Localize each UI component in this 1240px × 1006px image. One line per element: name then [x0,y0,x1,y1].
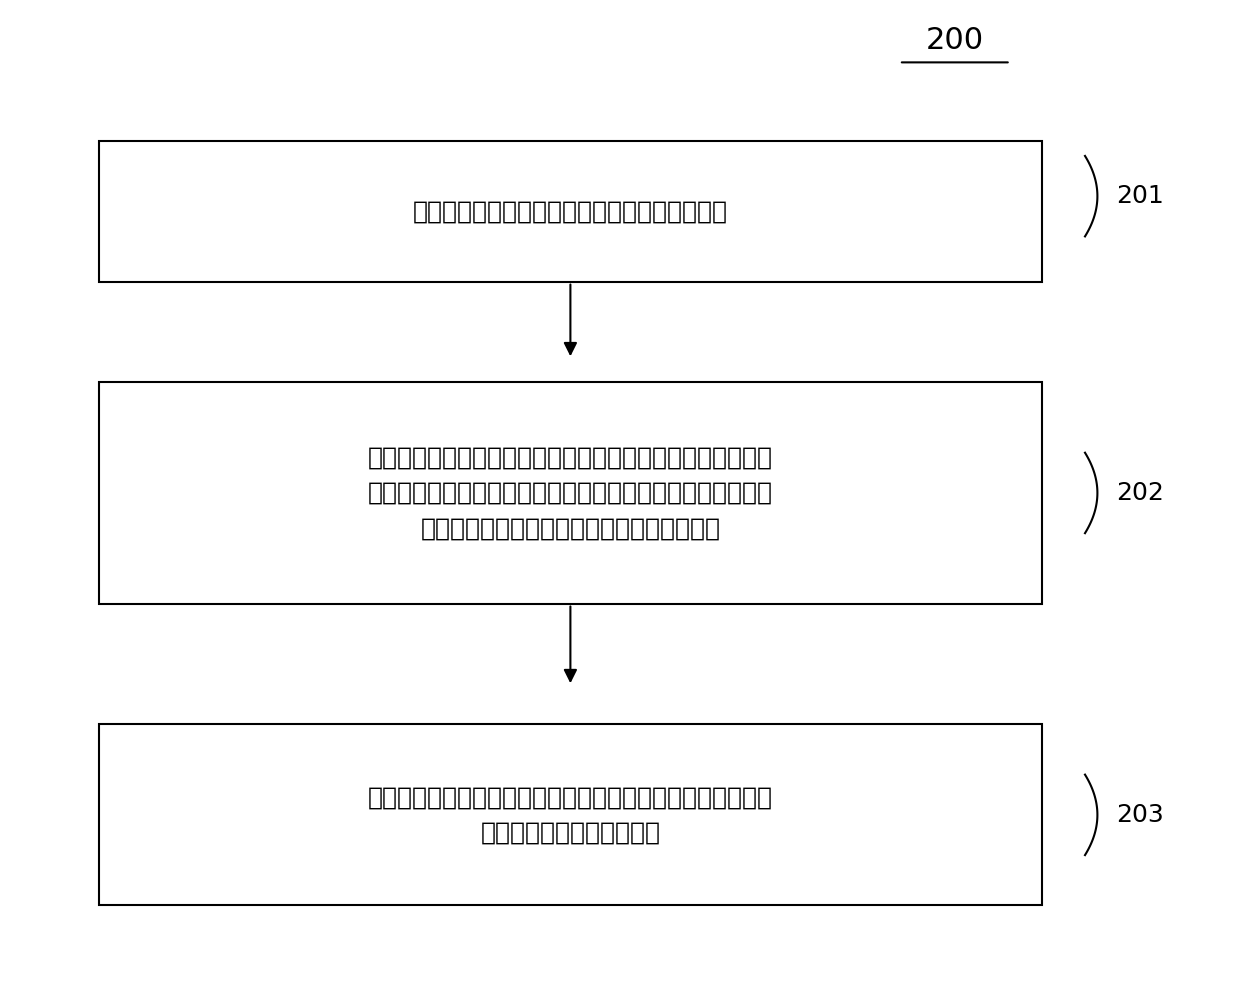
Text: 202: 202 [1116,481,1164,505]
Text: 201: 201 [1116,184,1164,208]
FancyBboxPatch shape [99,382,1042,604]
Text: 若接收到的操作信息处理指令属于删除指令或修改指令，则基
于接收到的操作信息处理指令，对目标二维数据表所关联的操
作信息序列中的目标操作信息进行相应的处理: 若接收到的操作信息处理指令属于删除指令或修改指令，则基 于接收到的操作信息处理指… [368,446,773,540]
Text: 200: 200 [926,26,983,54]
Text: 将经处理后的操作信息序列确定为新序列，基于新序列，对目
标二维数据表进行编辑操作: 将经处理后的操作信息序列确定为新序列，基于新序列，对目 标二维数据表进行编辑操作 [368,785,773,845]
Text: 203: 203 [1116,803,1164,827]
FancyBboxPatch shape [99,724,1042,905]
Text: 接收与目标二维数据表相关的操作信息处理指令: 接收与目标二维数据表相关的操作信息处理指令 [413,199,728,223]
FancyBboxPatch shape [99,141,1042,282]
